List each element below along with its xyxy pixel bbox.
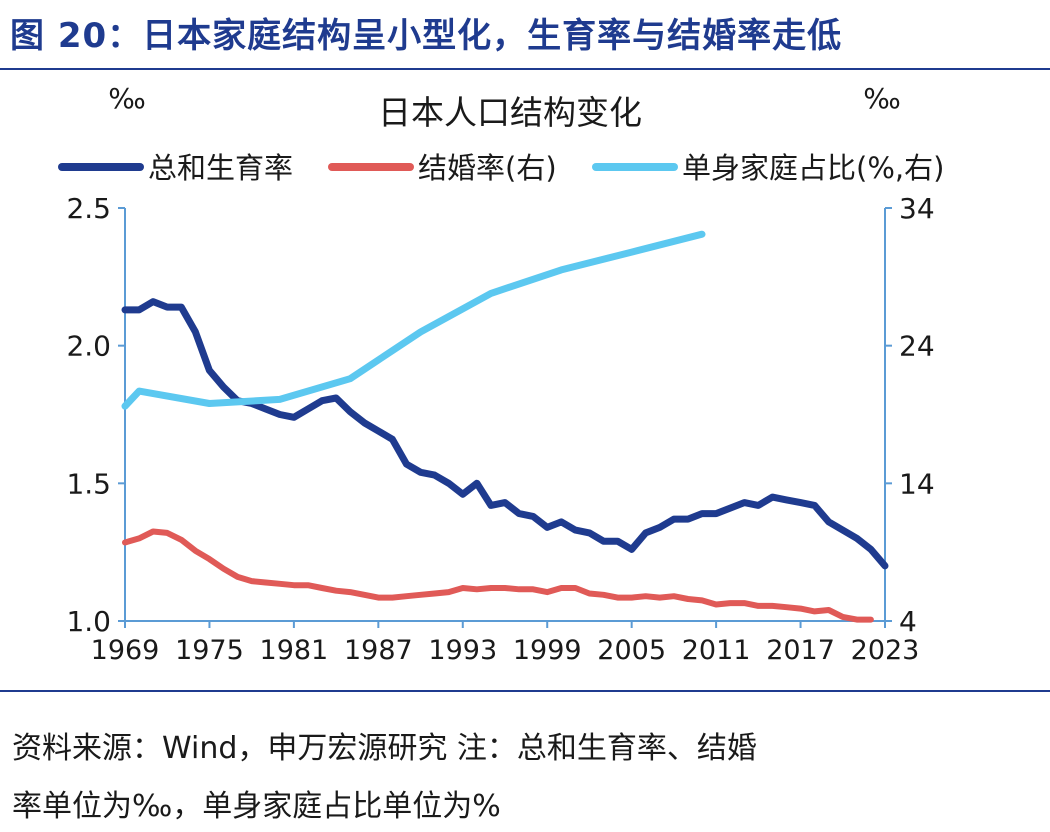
x-tick-label: 1975 [175,635,244,666]
x-tick-label: 1969 [91,635,160,666]
page-header: 图 20：日本家庭结构呈小型化，生育率与结婚率走低 [0,0,1050,70]
x-tick-label: 1999 [513,635,582,666]
x-tick-label: 2011 [682,635,751,666]
legend: 总和生育率 结婚率(右) 单身家庭占比(%,右) [58,151,944,185]
legend-label-tfr: 总和生育率 [148,151,293,185]
chart-series [121,230,889,623]
chart-axes: 1.0 1.5 2.0 2.5 4 14 24 34 1969 1975 1981 1987 1993 1… [66,192,934,666]
chart-title: 日本人口结构变化 [378,93,642,132]
right-y-tick-label: 34 [899,192,935,225]
page-title: 图 20：日本家庭结构呈小型化，生育率与结婚率走低 [10,16,843,56]
x-tick-label: 2005 [597,635,666,666]
left-y-tick-label: 1.0 [66,605,111,638]
footer-divider [0,690,1050,692]
series-line-tfr [121,298,889,570]
left-y-tick-label: 2.5 [66,192,111,225]
source-note-line1: 资料来源：Wind，申万宏源研究 注：总和生育率、结婚 [12,731,757,766]
page-footer: 资料来源：Wind，申万宏源研究 注：总和生育率、结婚 率单位为‰，单身家庭占比… [0,690,1050,832]
right-y-tick-label: 14 [899,467,935,500]
line-chart: 日本人口结构变化 ‰ ‰ 总和生育率 结婚率(右) 单身家庭占比(%,右) 1.… [58,82,944,666]
left-unit-label: ‰ [108,82,146,115]
x-tick-label: 1993 [428,635,497,666]
left-y-tick-label: 2.0 [66,330,111,363]
x-tick-label: 1981 [260,635,329,666]
series-line-single-household [121,230,706,410]
series-line-marriage [122,528,874,623]
legend-label-marriage: 结婚率(右) [418,151,557,185]
x-tick-label: 1987 [344,635,413,666]
right-unit-label: ‰ [863,82,901,115]
header-divider [0,68,1050,70]
legend-label-single: 单身家庭占比(%,右) [682,151,944,185]
x-tick-label: 2023 [851,635,920,666]
x-tick-label: 2017 [766,635,835,666]
source-note-line2: 率单位为‰，单身家庭占比单位为% [12,789,501,824]
right-y-tick-label: 24 [899,330,935,363]
right-y-tick-label: 4 [899,605,917,638]
left-y-tick-label: 1.5 [66,467,111,500]
